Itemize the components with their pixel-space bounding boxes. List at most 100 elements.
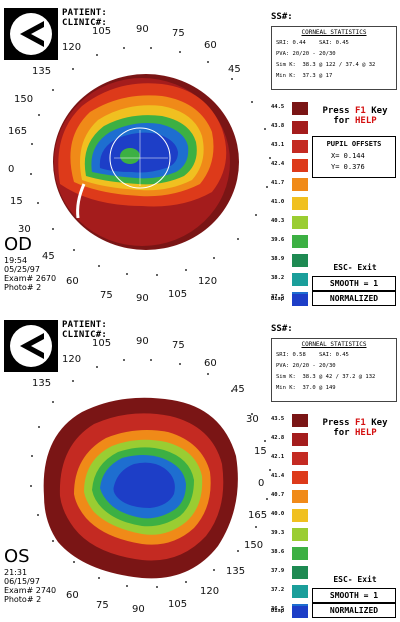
legend-swatch bbox=[292, 471, 308, 484]
help-hint: Press F1 Key for HELP bbox=[322, 106, 388, 126]
axis-tick: 0 bbox=[258, 478, 265, 489]
color-scale-legend: 44.5 43.8 43.1 42.4 41.7 41.0 40.3 39.6 … bbox=[271, 102, 309, 306]
smooth-toggle[interactable]: SMOOTH = 1 bbox=[312, 276, 396, 291]
axis-tick: 60 bbox=[204, 40, 217, 51]
legend-row: 43.8 bbox=[271, 121, 309, 134]
legend-row: 39.6 bbox=[271, 235, 309, 248]
corneal-statistics-box: CORNEAL STATISTICS SRI: 0.44 SAI: 0.45 P… bbox=[271, 26, 397, 90]
esc-exit-button[interactable]: ESC- Exit bbox=[333, 575, 377, 584]
legend-row: 41.0 bbox=[271, 197, 309, 210]
map-zone-center-green bbox=[120, 148, 140, 164]
legend-swatch bbox=[292, 585, 308, 598]
normalized-toggle[interactable]: NORMALIZED bbox=[312, 603, 396, 618]
legend-swatch bbox=[292, 490, 308, 503]
color-scale-legend: 43.5 42.8 42.1 41.4 40.7 40.0 39.3 38.6 … bbox=[271, 414, 309, 618]
legend-swatch bbox=[292, 254, 308, 267]
stat-line: Min K: 37.3 @ 17 bbox=[276, 73, 333, 79]
legend-row: 41.4 bbox=[271, 471, 309, 484]
stats-title: CORNEAL STATISTICS bbox=[301, 341, 367, 348]
axis-tick: 60 bbox=[66, 590, 79, 601]
esc-exit-button[interactable]: ESC- Exit bbox=[333, 263, 377, 272]
legend-swatch bbox=[292, 414, 308, 427]
axis-tick: 75 bbox=[172, 340, 185, 351]
legend-swatch bbox=[292, 140, 308, 153]
pupil-y-value: Y= 0.376 bbox=[331, 163, 365, 171]
legend-row: 39.3 bbox=[271, 528, 309, 541]
legend-swatch bbox=[292, 102, 308, 115]
legend-swatch bbox=[292, 273, 308, 286]
dotted-scale-ring bbox=[30, 359, 271, 588]
stat-line: SRI: 0.44 SAI: 0.45 bbox=[276, 40, 349, 46]
exam-number: Exam# 2670 bbox=[4, 274, 57, 283]
axis-tick: 45 bbox=[232, 384, 245, 395]
exam-time: 19:54 bbox=[4, 256, 28, 265]
axis-tick: 45 bbox=[42, 251, 55, 262]
legend-row: 38.2 bbox=[271, 273, 309, 286]
map-zone-dark-blue bbox=[113, 462, 175, 508]
legend-row: 42.1 bbox=[271, 452, 309, 465]
legend-row: 42.8 bbox=[271, 433, 309, 446]
axis-tick: 135 bbox=[226, 566, 246, 577]
axis-tick: 165 bbox=[8, 126, 28, 137]
axis-tick: 120 bbox=[198, 276, 218, 287]
axis-tick: 60 bbox=[204, 358, 217, 369]
legend-swatch bbox=[292, 509, 308, 522]
stat-line: Min K: 37.0 @ 149 bbox=[276, 385, 336, 391]
axis-tick: 30 bbox=[18, 224, 31, 235]
corneal-topography-map bbox=[30, 47, 271, 276]
axis-tick: 120 bbox=[62, 42, 82, 53]
legend-disp-label: Disp bbox=[271, 296, 285, 302]
stat-line: SRI: 0.58 SAI: 0.45 bbox=[276, 352, 349, 358]
axis-tick: 150 bbox=[244, 540, 264, 551]
axis-tick: 120 bbox=[200, 586, 220, 597]
legend-row: 38.6 bbox=[271, 547, 309, 560]
axis-tick: 15 bbox=[10, 196, 23, 207]
legend-row: 42.4 bbox=[271, 159, 309, 172]
axis-tick: 15 bbox=[254, 446, 267, 457]
axis-tick: 165 bbox=[248, 510, 268, 521]
legend-row: 37.2 bbox=[271, 585, 309, 598]
patient-label: PATIENT: bbox=[62, 320, 107, 330]
legend-row: 38.9 bbox=[271, 254, 309, 267]
dotted-scale-ring bbox=[30, 47, 271, 276]
axis-tick: 45 bbox=[228, 64, 241, 75]
legend-swatch bbox=[292, 528, 308, 541]
ss-label: SS#: bbox=[271, 12, 293, 22]
exam-time: 21:31 bbox=[4, 568, 28, 577]
exam-number: Exam# 2740 bbox=[4, 586, 57, 595]
axis-tick: 120 bbox=[62, 354, 82, 365]
legend-swatch bbox=[292, 235, 308, 248]
stats-title: CORNEAL STATISTICS bbox=[301, 29, 367, 36]
edge-artifact bbox=[76, 183, 86, 219]
smooth-toggle[interactable]: SMOOTH = 1 bbox=[312, 588, 396, 603]
exam-date: 06/15/97 bbox=[4, 577, 40, 586]
stat-line: PVA: 20/20 - 20/30 bbox=[276, 363, 336, 369]
stat-line: PVA: 20/20 - 20/30 bbox=[276, 51, 336, 57]
exam-date: 05/25/97 bbox=[4, 265, 40, 274]
topography-panel-os: PATIENT: CLINIC#: SS#: CORNEAL STATISTIC… bbox=[0, 318, 400, 618]
eye-label: OD bbox=[4, 234, 33, 255]
axis-tick: 105 bbox=[92, 26, 112, 37]
legend-swatch bbox=[292, 566, 308, 579]
photo-number: Photo# 2 bbox=[4, 283, 42, 292]
legend-row: 43.5 bbox=[271, 414, 309, 427]
pupil-x-value: X= 0.144 bbox=[331, 152, 365, 160]
axis-tick: 90 bbox=[132, 604, 145, 615]
axis-tick: 105 bbox=[168, 599, 188, 610]
legend-row: 40.7 bbox=[271, 490, 309, 503]
legend-swatch bbox=[292, 433, 308, 446]
normalized-toggle[interactable]: NORMALIZED bbox=[312, 291, 396, 306]
axis-tick: 150 bbox=[14, 94, 34, 105]
axis-tick: 75 bbox=[100, 290, 113, 301]
legend-row: 40.0 bbox=[271, 509, 309, 522]
axis-tick: 75 bbox=[172, 28, 185, 39]
pupil-offsets-title: PUPIL OFFSETS bbox=[326, 140, 382, 148]
topography-panel-od: PATIENT: CLINIC#: SS#: CORNEAL STATISTIC… bbox=[0, 6, 400, 306]
patient-label: PATIENT: bbox=[62, 8, 107, 18]
legend-swatch bbox=[292, 216, 308, 229]
axis-tick: 135 bbox=[32, 66, 52, 77]
legend-swatch bbox=[292, 452, 308, 465]
legend-swatch bbox=[292, 121, 308, 134]
axis-tick: 30 bbox=[246, 414, 259, 425]
ss-label: SS#: bbox=[271, 324, 293, 334]
